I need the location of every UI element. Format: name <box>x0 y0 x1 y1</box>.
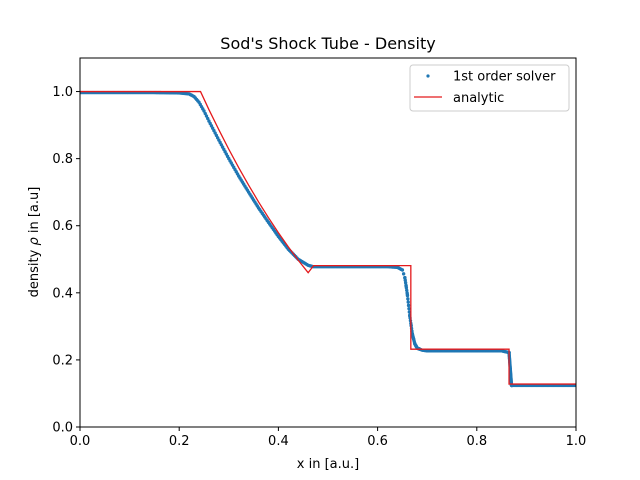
x-tick-label: 1.0 <box>566 434 587 449</box>
solver-point <box>403 281 408 285</box>
solver-point <box>404 283 408 287</box>
solver-point <box>406 303 411 308</box>
y-axis-label-prefix: density <box>27 246 42 298</box>
y-axis-label-suffix: in [a.u] <box>27 187 42 238</box>
x-tick-label: 0.2 <box>169 434 190 449</box>
series-solver <box>80 90 576 388</box>
solver-point <box>404 286 409 290</box>
legend-frame <box>409 64 570 112</box>
y-tick-label: 0.4 <box>52 286 73 301</box>
plot-frame <box>79 57 577 428</box>
legend-label-solver: 1st order solver <box>453 70 556 85</box>
x-tick-label: 0.6 <box>367 434 388 449</box>
x-axis: 0.0 0.2 0.4 0.6 0.8 1.0 <box>70 427 587 449</box>
series-layer <box>80 90 576 388</box>
solver-point <box>400 268 405 272</box>
solver-point <box>407 306 411 311</box>
solver-point <box>403 278 407 282</box>
y-tick-label: 0.8 <box>52 152 73 167</box>
legend: 1st order solver analytic <box>409 64 570 112</box>
solver-point <box>204 114 209 118</box>
solver-point <box>206 116 210 121</box>
y-tick-label: 1.0 <box>52 85 73 100</box>
solver-point <box>405 293 410 298</box>
x-tick-label: 0.8 <box>466 434 487 449</box>
y-tick-label: 0.0 <box>52 421 73 436</box>
solver-point <box>406 300 410 304</box>
y-axis: 0.0 0.2 0.4 0.6 0.8 1.0 <box>52 85 80 436</box>
legend-label-analytic: analytic <box>453 91 504 106</box>
solver-point <box>405 291 409 295</box>
solver-point <box>405 288 409 293</box>
analytic-line <box>80 90 576 385</box>
solver-point <box>406 297 410 301</box>
chart-title: Sod's Shock Tube - Density <box>220 34 435 53</box>
x-tick-label: 0.0 <box>70 434 91 449</box>
solver-point <box>203 111 207 116</box>
y-tick-label: 0.6 <box>52 219 73 234</box>
y-axis-label: density ρ in [a.u] <box>27 187 42 298</box>
solver-point <box>401 272 406 276</box>
solver-point <box>403 276 407 280</box>
x-axis-label: x in [a.u.] <box>297 457 359 472</box>
legend-marker-solver <box>426 74 430 78</box>
y-axis-label-symbol: ρ <box>27 237 42 246</box>
x-tick-label: 0.4 <box>268 434 289 449</box>
solver-point <box>202 109 206 113</box>
y-tick-label: 0.2 <box>52 353 73 368</box>
